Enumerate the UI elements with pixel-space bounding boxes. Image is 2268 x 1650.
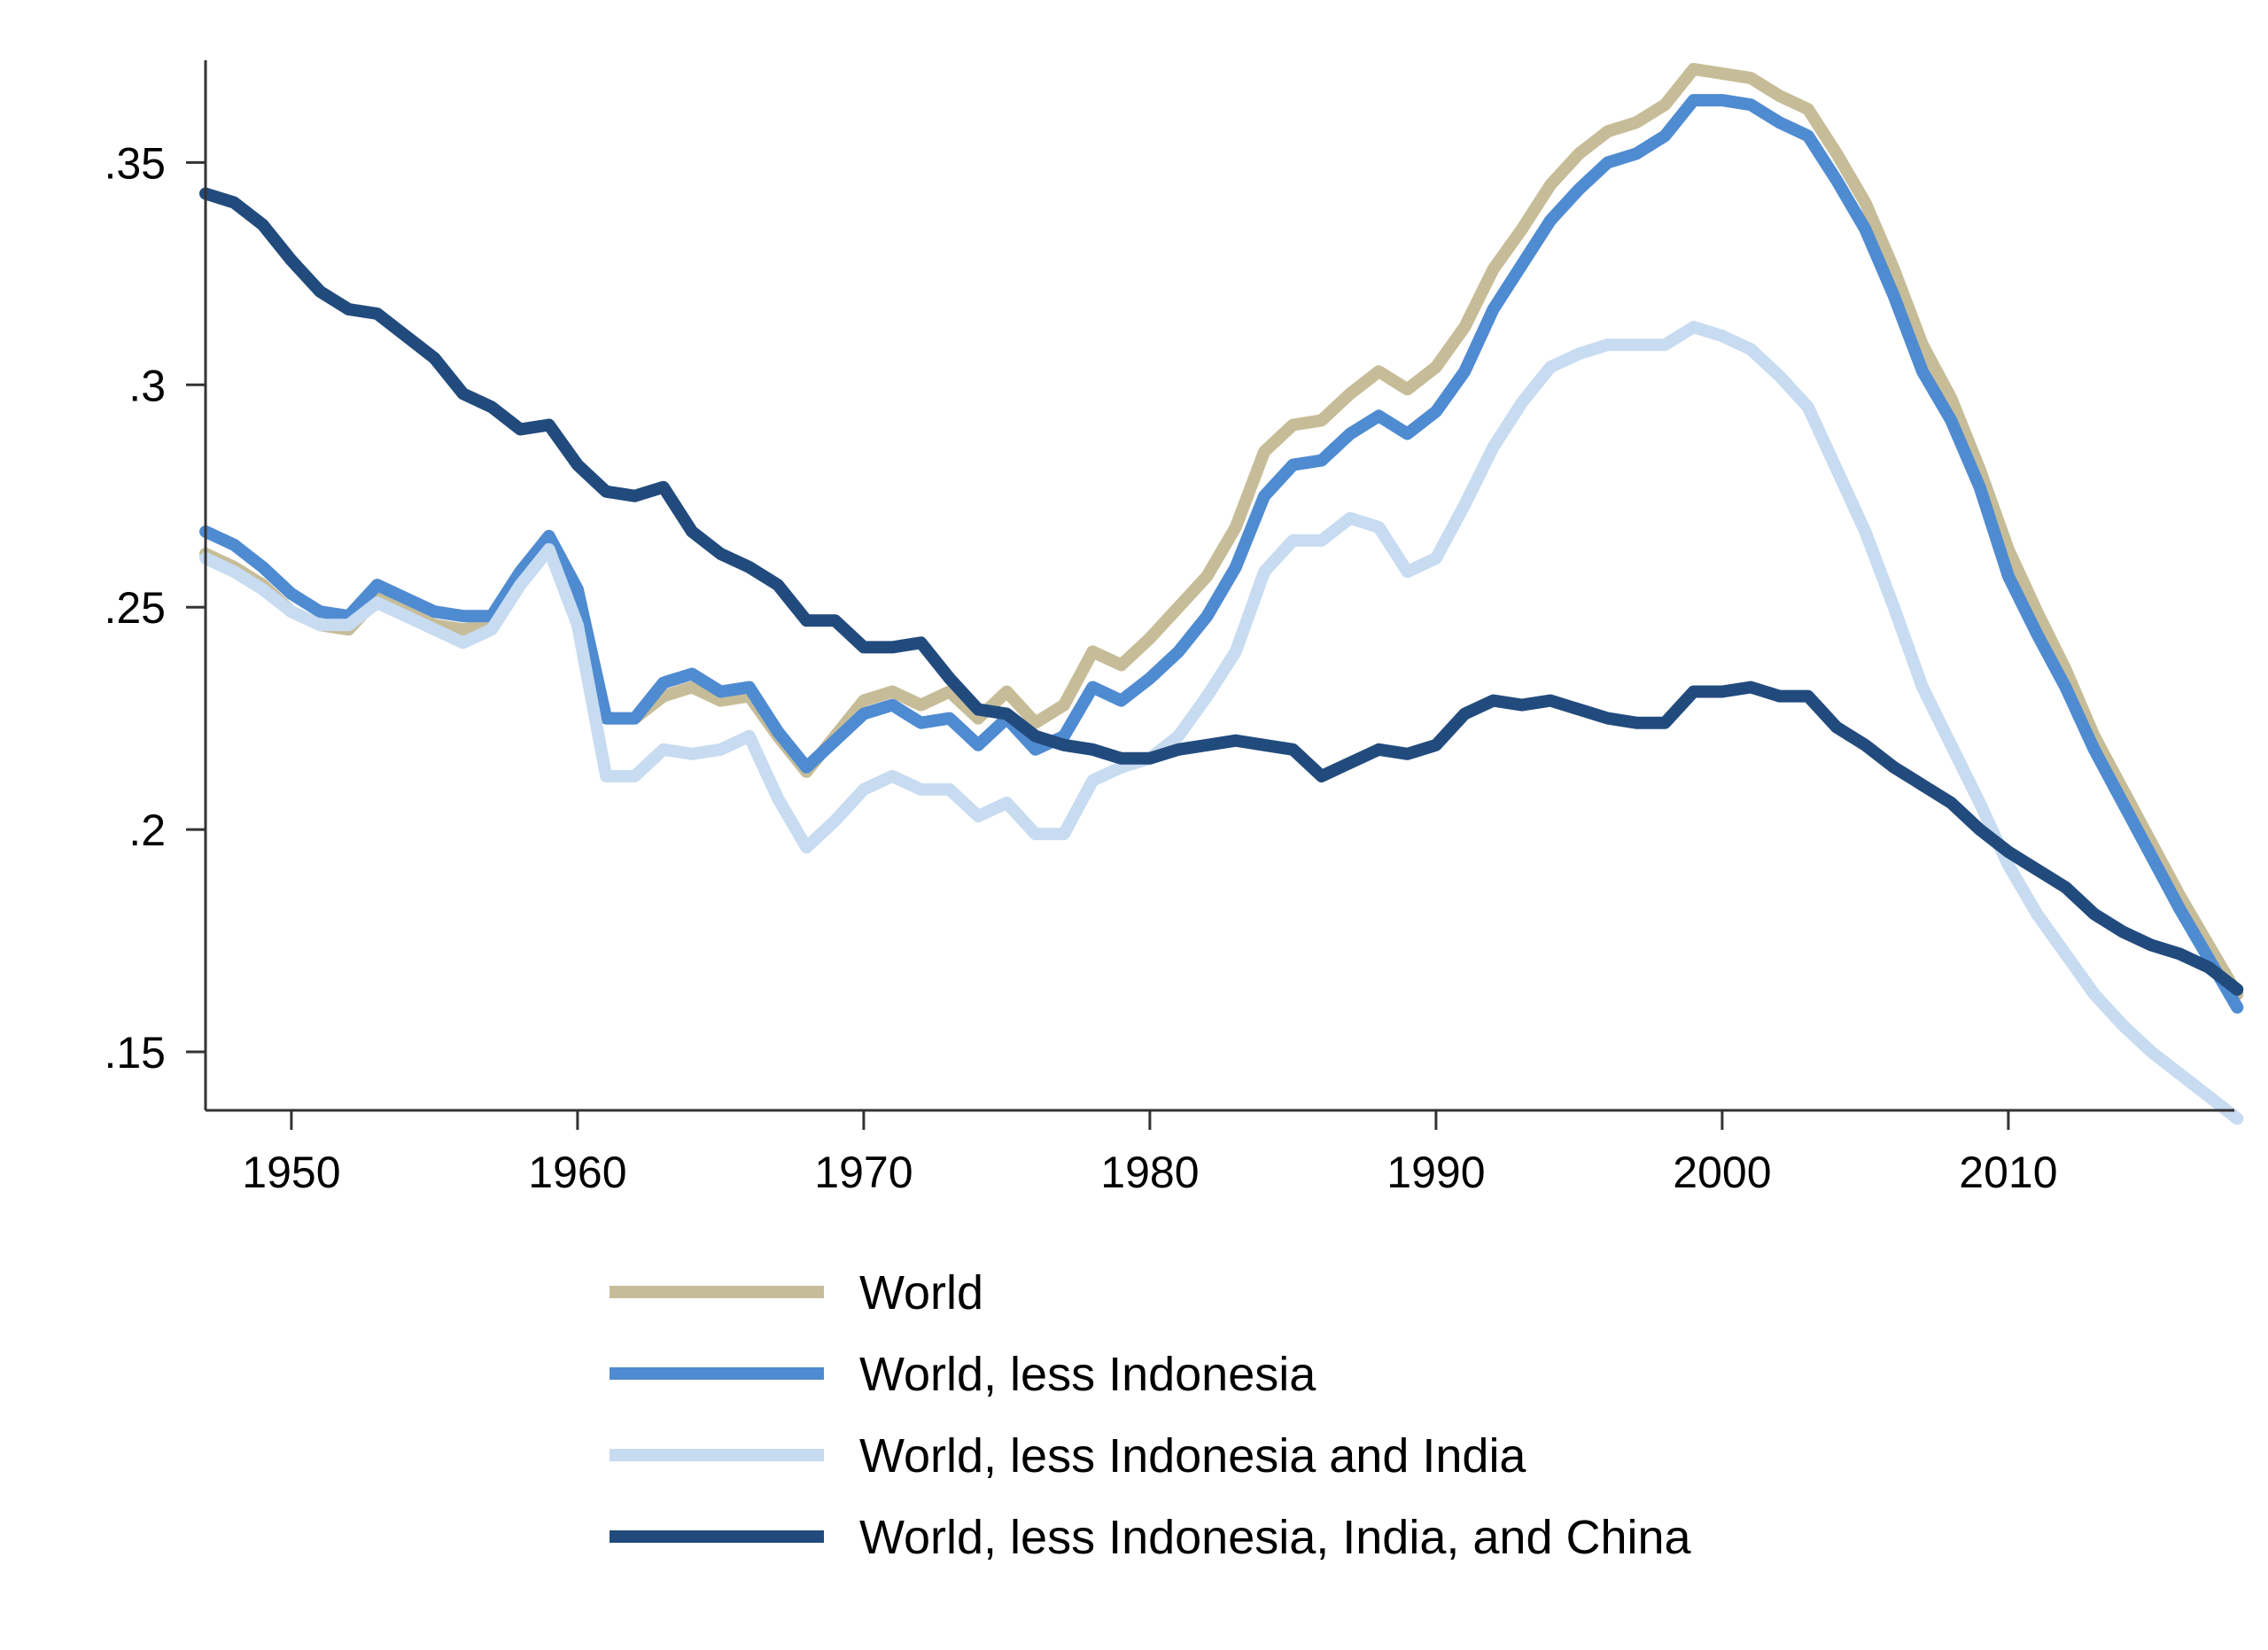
series-line-4: [199, 187, 2244, 996]
legend-label-4: World, less Indonesia, India, and China: [859, 1511, 1692, 1564]
y-tick-label: .25: [104, 583, 166, 633]
x-tick-label: 1950: [242, 1148, 340, 1197]
legend-label-1: World: [859, 1266, 983, 1319]
y-tick-label: .35: [104, 138, 166, 188]
x-tick-label: 1970: [814, 1148, 913, 1197]
legend-label-2: World, less Indonesia: [859, 1348, 1317, 1401]
x-tick-label: 2000: [1673, 1148, 1771, 1197]
legend: World World, less Indonesia World, less In…: [610, 1266, 1692, 1564]
x-tick-label: 2010: [1959, 1148, 2057, 1197]
y-tick-label: .2: [128, 806, 166, 855]
series-line-3: [199, 321, 2244, 1125]
series-line-2: [199, 94, 2244, 1014]
x-tick-label: 1980: [1100, 1148, 1199, 1197]
x-tick-label: 1960: [528, 1148, 626, 1197]
y-tick-label: .15: [104, 1028, 166, 1078]
x-tick-label: 1990: [1386, 1148, 1485, 1197]
legend-label-3: World, less Indonesia and India: [859, 1429, 1526, 1483]
series-line-1: [199, 63, 2244, 1000]
y-tick-label: .3: [128, 361, 166, 410]
axes: .15 .2 .25 .3 .35 1950 1960 1970 1980 1990 2000 201…: [104, 60, 2234, 1197]
plot-lines: [199, 63, 2244, 1125]
